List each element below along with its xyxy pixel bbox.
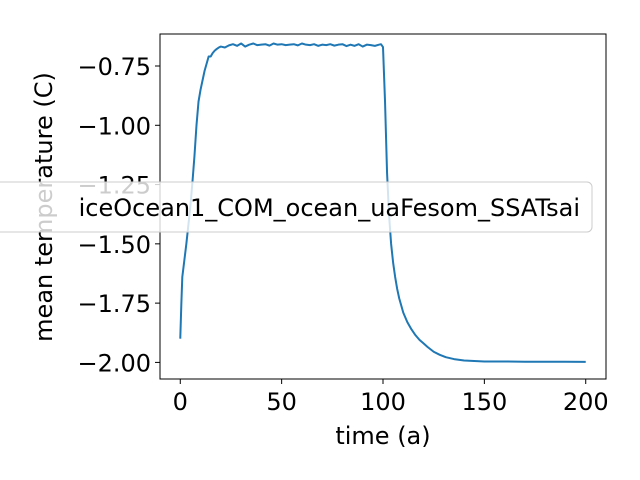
legend-entry-label: iceOcean1_COM_ocean_uaFesom_SSATsai: [79, 194, 580, 222]
y-tick-label: −1.00: [77, 112, 151, 140]
x-tick-label: 150: [461, 388, 507, 416]
y-tick-label: −1.75: [77, 290, 151, 318]
x-tick-label: 50: [266, 388, 297, 416]
y-tick-label: −2.00: [77, 349, 151, 377]
legend-box: [0, 181, 593, 233]
y-tick-label: −0.75: [77, 53, 151, 81]
x-axis-label: time (a): [335, 422, 430, 450]
x-tick-label: 0: [173, 388, 188, 416]
legend: iceOcean1_COM_ocean_uaFesom_SSATsai: [0, 181, 593, 233]
series-layer: [179, 42, 586, 363]
x-tick-label: 200: [563, 388, 609, 416]
x-tick-label: 100: [360, 388, 406, 416]
series-line-0: [179, 42, 586, 363]
y-tick-label: −1.50: [77, 231, 151, 259]
x-axis-ticks: 0 50 100 150 200: [173, 379, 609, 416]
